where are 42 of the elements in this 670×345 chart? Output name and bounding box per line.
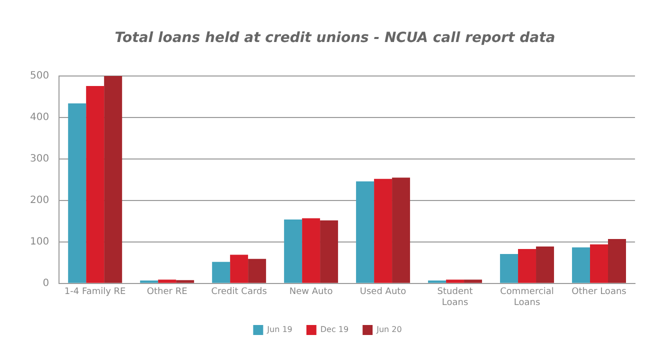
bar <box>248 258 266 283</box>
legend-label: Jun 19 <box>266 325 292 334</box>
x-tick-label: Other RE <box>146 287 188 298</box>
y-tick-label: 300 <box>30 154 50 165</box>
bar <box>356 181 374 283</box>
bar <box>464 280 482 283</box>
bar <box>428 280 446 283</box>
x-tick-label: Commercial Loans <box>500 287 554 308</box>
bar <box>230 254 248 283</box>
bar <box>392 178 410 283</box>
bar <box>86 86 104 283</box>
x-tick-label: 1-4 Family RE <box>64 287 126 298</box>
bar <box>590 244 608 283</box>
y-tick-label: 200 <box>30 195 50 206</box>
bar <box>284 220 302 283</box>
bar <box>176 280 194 283</box>
y-tick-label: 0 <box>42 278 50 289</box>
bar <box>572 247 590 283</box>
x-tick-label: Other Loans <box>572 287 627 298</box>
bar <box>158 280 176 283</box>
bar <box>302 218 320 283</box>
bar <box>320 220 338 283</box>
y-tick-label: 500 <box>30 70 50 82</box>
bar <box>536 246 554 283</box>
bar <box>608 239 626 283</box>
bar <box>68 103 86 283</box>
y-tick-label: 100 <box>30 236 50 248</box>
y-tick-label: 400 <box>30 112 50 124</box>
x-tick-label: Credit Cards <box>211 287 268 298</box>
bar <box>446 280 464 283</box>
bar <box>140 280 158 283</box>
bar <box>212 262 230 283</box>
legend-label: Dec 19 <box>320 325 349 334</box>
bar <box>500 254 518 283</box>
x-tick-label: Used Auto <box>360 287 407 298</box>
chart-title: Total loans held at credit unions - NCUA call report data <box>114 30 556 46</box>
legend-label: Jun 20 <box>376 325 402 334</box>
bar <box>374 178 392 283</box>
bar <box>104 76 122 283</box>
x-tick-label: New Auto <box>289 287 334 298</box>
x-tick-label: Student Loans <box>437 287 474 308</box>
bar <box>518 248 536 283</box>
